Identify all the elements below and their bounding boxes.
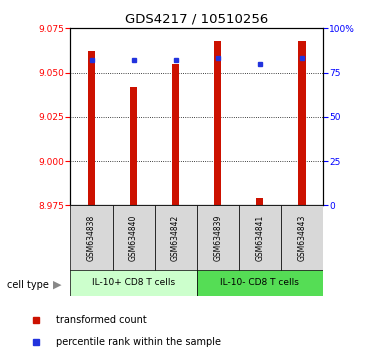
Bar [256,198,263,205]
Text: GSM634840: GSM634840 [129,215,138,261]
Title: GDS4217 / 10510256: GDS4217 / 10510256 [125,13,268,26]
Text: GSM634838: GSM634838 [87,215,96,261]
Bar [298,41,306,205]
Bar [88,51,95,205]
Bar [172,64,180,205]
Bar [197,270,323,296]
Text: IL-10- CD8 T cells: IL-10- CD8 T cells [220,278,299,287]
Text: GSM634843: GSM634843 [297,215,306,261]
Bar [70,270,197,296]
Bar [281,205,323,271]
Text: GSM634842: GSM634842 [171,215,180,261]
Bar [214,41,221,205]
Text: ▶: ▶ [53,280,61,290]
Text: GSM634839: GSM634839 [213,215,222,261]
Bar [112,205,155,271]
Bar [70,205,112,271]
Bar [155,205,197,271]
Bar [130,87,137,205]
Text: percentile rank within the sample: percentile rank within the sample [56,337,221,347]
Text: transformed count: transformed count [56,315,147,325]
Text: GSM634841: GSM634841 [255,215,264,261]
Bar [239,205,281,271]
Text: IL-10+ CD8 T cells: IL-10+ CD8 T cells [92,278,175,287]
Text: cell type: cell type [7,280,49,290]
Bar [197,205,239,271]
